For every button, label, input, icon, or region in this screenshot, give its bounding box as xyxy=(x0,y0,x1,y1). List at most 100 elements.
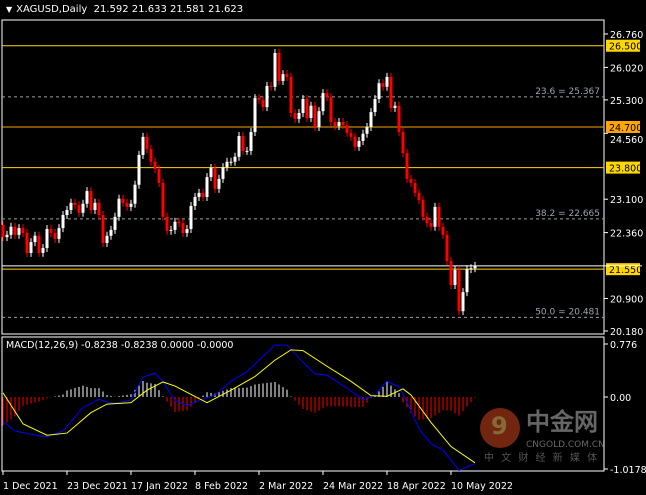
bull-candle xyxy=(221,167,225,179)
bull-candle xyxy=(117,198,121,217)
bear-candle xyxy=(425,216,429,224)
bull-candle xyxy=(69,202,73,211)
x-tick-label: 8 Feb 2022 xyxy=(195,481,248,492)
ohlc-values: 21.592 21.633 21.581 21.623 xyxy=(93,4,244,15)
bear-candle xyxy=(97,202,101,215)
bear-candle xyxy=(389,76,393,109)
bull-candle xyxy=(453,270,457,285)
bull-candle xyxy=(29,242,33,253)
x-tick-label: 23 Dec 2021 xyxy=(67,481,128,492)
bear-candle xyxy=(409,178,413,183)
bear-candle xyxy=(269,85,273,87)
bear-candle xyxy=(293,112,297,119)
bear-candle xyxy=(53,233,57,239)
bull-candle xyxy=(133,184,137,204)
bear-candle xyxy=(241,136,245,151)
bull-candle xyxy=(433,206,437,227)
bull-candle xyxy=(5,234,9,238)
bull-candle xyxy=(265,85,269,108)
y-tick-label: 20.180 xyxy=(610,327,643,338)
x-tick-label: 24 Mar 2022 xyxy=(323,481,383,492)
cngold-logo-icon: 9 xyxy=(480,408,520,448)
bear-candle xyxy=(165,216,169,231)
bull-candle xyxy=(61,214,65,229)
fib-level-label: 50.0 = 20.481 xyxy=(535,307,600,317)
bull-candle xyxy=(33,235,37,243)
bull-candle xyxy=(85,191,89,204)
bull-candle xyxy=(309,105,313,118)
x-tick-label: 18 Apr 2022 xyxy=(387,481,446,492)
bear-candle xyxy=(329,97,333,123)
bull-candle xyxy=(137,154,141,185)
bull-candle xyxy=(105,235,109,243)
bull-candle xyxy=(361,133,365,141)
y-tick-label: 20.900 xyxy=(610,295,643,306)
bear-candle xyxy=(77,205,81,213)
bull-candle xyxy=(281,74,285,81)
watermark-domain: CNGOLD.COM.CN xyxy=(526,440,605,450)
watermark-brand: 中金网 xyxy=(526,408,598,436)
level-label: 23.800 xyxy=(609,164,642,175)
bear-candle xyxy=(397,105,401,132)
bull-candle xyxy=(373,98,377,113)
bull-candle xyxy=(337,122,341,127)
symbol-timeframe: XAGUSD,Daily xyxy=(16,4,88,15)
bear-candle xyxy=(305,98,309,118)
bull-candle xyxy=(205,177,209,197)
bear-candle xyxy=(437,206,441,227)
bull-candle xyxy=(469,268,473,270)
bull-candle xyxy=(465,269,469,293)
macd-y-tick-label: -1.0178 xyxy=(610,465,646,476)
level-label-bg xyxy=(606,39,640,52)
bear-candle xyxy=(345,125,349,133)
y-tick-label: 22.360 xyxy=(610,229,643,240)
bull-candle xyxy=(393,105,397,109)
dropdown-triangle-icon[interactable]: ▼ xyxy=(6,5,13,14)
y-tick-label: 24.560 xyxy=(610,135,643,146)
bear-candle xyxy=(49,228,53,234)
bear-candle xyxy=(289,76,293,113)
bear-candle xyxy=(349,132,353,137)
bull-candle xyxy=(237,136,241,157)
bull-candle xyxy=(365,126,369,134)
y-tick-label: 23.100 xyxy=(610,195,643,206)
bull-candle xyxy=(173,221,177,230)
bear-candle xyxy=(413,182,417,193)
bull-candle xyxy=(357,140,361,147)
bull-candle xyxy=(169,229,173,231)
bull-candle xyxy=(317,111,321,127)
bear-candle xyxy=(201,192,205,197)
bull-candle xyxy=(65,210,69,215)
price-panel-frame xyxy=(1,19,605,335)
bear-candle xyxy=(401,131,405,154)
fib-level-label: 38.2 = 22.665 xyxy=(535,209,600,219)
level-label: 21.550 xyxy=(609,265,642,276)
bull-candle xyxy=(461,292,465,312)
bull-candle xyxy=(385,76,389,87)
bear-candle xyxy=(181,223,185,234)
bear-candle xyxy=(125,202,129,207)
bear-candle xyxy=(313,105,317,127)
bull-candle xyxy=(377,83,381,99)
bear-candle xyxy=(381,83,385,87)
bull-candle xyxy=(57,228,61,239)
bull-candle xyxy=(113,216,117,230)
bear-candle xyxy=(325,93,329,98)
bull-candle xyxy=(185,228,189,234)
bull-candle xyxy=(233,156,237,162)
x-tick-label: 17 Jan 2022 xyxy=(131,481,188,492)
bear-candle xyxy=(89,191,93,211)
x-tick-label: 10 May 2022 xyxy=(451,481,513,492)
bear-candle xyxy=(457,270,461,312)
macd-title: MACD(12,26,9) -0.8238 -0.8238 0.0000 -0.… xyxy=(6,340,234,351)
bull-candle xyxy=(473,265,477,269)
bull-candle xyxy=(45,228,49,248)
bull-candle xyxy=(189,205,193,229)
macd-line xyxy=(2,344,476,472)
bull-candle xyxy=(321,93,325,112)
bear-candle xyxy=(429,223,433,227)
bear-candle xyxy=(449,261,453,285)
bull-candle xyxy=(217,178,221,189)
bear-candle xyxy=(341,122,345,126)
bear-candle xyxy=(213,168,217,189)
